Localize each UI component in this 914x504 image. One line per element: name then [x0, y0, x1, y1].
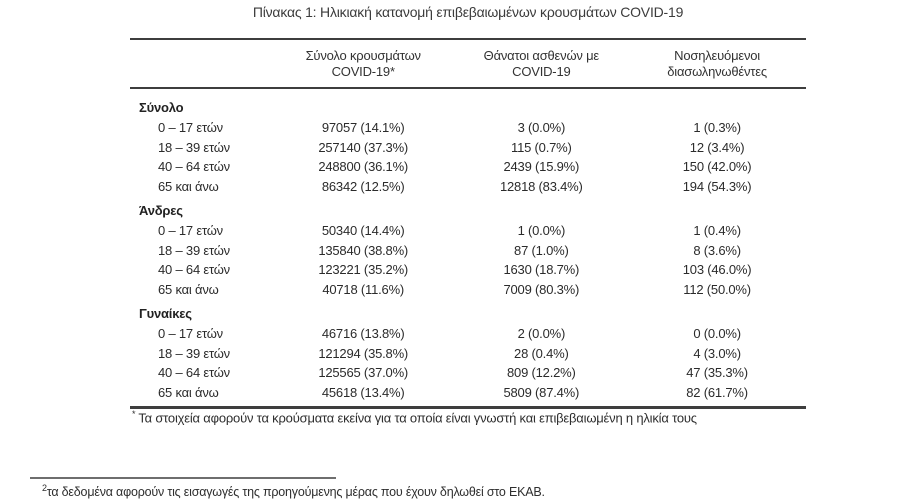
intubated-cell: 12 (3.4%): [689, 139, 745, 155]
age-cell: 40 – 64 ετών: [158, 365, 230, 380]
deaths-cell: 809 (12.2%): [507, 365, 576, 380]
table-row: 40 – 64 ετών 248800 (36.1%) 2439 (15.9%) 15…: [130, 157, 806, 177]
table-row: 0 – 17 ετών 50340 (14.4%) 1 (0.0%) 1 (0.4%): [130, 221, 806, 241]
age-cell: 0 – 17 ετών: [158, 326, 223, 341]
column-header-line: Νοσηλευόμενοι: [674, 48, 760, 63]
table-row: 40 – 64 ετών 125565 (37.0%) 809 (12.2%) 47 …: [130, 363, 806, 383]
footnote-separator: [30, 477, 336, 479]
cases-cell: 121294 (35.8%): [318, 345, 409, 361]
intubated-cell: 1 (0.4%): [693, 223, 741, 238]
intubated-cell: 150 (42.0%): [682, 159, 752, 174]
section-label: Γυναίκες: [139, 306, 192, 321]
column-header-total-cases: Σύνολο κρουσμάτων COVID-19*: [272, 48, 455, 80]
intubated-cell: 1 (0.3%): [693, 120, 741, 135]
age-cell: 40 – 64 ετών: [158, 159, 230, 174]
table-header-row: Σύνολο κρουσμάτων COVID-19* Θάνατοι ασθε…: [130, 40, 806, 89]
intubated-cell: 47 (35.3%): [686, 365, 748, 380]
deaths-cell: 87 (1.0%): [514, 242, 569, 258]
deaths-cell: 28 (0.4%): [514, 345, 569, 361]
table-row: 18 – 39 ετών 135840 (38.8%) 87 (1.0%) 8 (3.…: [130, 241, 806, 261]
deaths-cell: 3 (0.0%): [517, 120, 566, 135]
table-row: 65 και άνω 40718 (11.6%) 7009 (80.3%) 112 (…: [130, 280, 806, 300]
deaths-cell: 12818 (83.4%): [499, 178, 583, 194]
deaths-cell: 2439 (15.9%): [503, 159, 580, 174]
age-cell: 65 και άνω: [158, 281, 219, 297]
age-cell: 40 – 64 ετών: [158, 262, 230, 277]
covid-age-table: Σύνολο κρουσμάτων COVID-19* Θάνατοι ασθε…: [130, 38, 806, 409]
deaths-cell: 2 (0.0%): [517, 326, 566, 341]
intubated-cell: 103 (46.0%): [682, 262, 752, 277]
column-header-line: Θάνατοι ασθενών με: [483, 48, 600, 63]
cases-cell: 248800 (36.1%): [318, 159, 409, 174]
cases-cell: 50340 (14.4%): [321, 223, 405, 238]
cases-cell: 46716 (13.8%): [321, 326, 405, 341]
section-label: Άνδρες: [139, 203, 183, 218]
age-cell: 65 και άνω: [158, 384, 219, 400]
column-header-line: διασωληνωθέντες: [667, 64, 767, 79]
table-row: 65 και άνω 45618 (13.4%) 5809 (87.4%) 82 (6…: [130, 383, 806, 403]
section-label: Σύνολο: [139, 100, 184, 115]
cases-cell: 135840 (38.8%): [318, 242, 409, 258]
page-footnote: 2τα δεδομένα αφορούν τις εισαγωγές της π…: [42, 483, 602, 499]
column-header-deaths: Θάνατοι ασθενών με COVID-19: [454, 48, 628, 80]
intubated-cell: 4 (3.0%): [693, 345, 741, 361]
table-row: 65 και άνω 86342 (12.5%) 12818 (83.4%) 194 …: [130, 177, 806, 197]
page-footnote-marker: 2: [42, 483, 47, 493]
column-header-line: COVID-19: [512, 64, 571, 79]
page-footnote-text: τα δεδομένα αφορούν τις εισαγωγές της πρ…: [46, 485, 545, 500]
deaths-cell: 1630 (18.7%): [503, 262, 580, 277]
table-row: 0 – 17 ετών 46716 (13.8%) 2 (0.0%) 0 (0.0%): [130, 324, 806, 344]
column-header-intubated: Νοσηλευόμενοι διασωληνωθέντες: [628, 48, 806, 80]
deaths-cell: 115 (0.7%): [511, 139, 572, 155]
column-header-line: Σύνολο κρουσμάτων: [305, 48, 421, 63]
cases-cell: 257140 (37.3%): [318, 139, 409, 155]
intubated-cell: 194 (54.3%): [682, 178, 752, 194]
table-row: 40 – 64 ετών 123221 (35.2%) 1630 (18.7%) 10…: [130, 260, 806, 280]
column-header-empty: [130, 48, 272, 80]
age-cell: 18 – 39 ετών: [158, 139, 230, 155]
deaths-cell: 1 (0.0%): [517, 223, 566, 238]
intubated-cell: 8 (3.6%): [693, 242, 741, 258]
table-title: Πίνακας 1: Ηλικιακή κατανομή επιβεβαιωμέ…: [252, 4, 684, 20]
cases-cell: 125565 (37.0%): [318, 365, 409, 380]
table-footnote: * Τα στοιχεία αφορούν τα κρούσματα εκείνα…: [132, 409, 812, 425]
column-header-line: COVID-19*: [331, 64, 395, 79]
footnote-text: Τα στοιχεία αφορούν τα κρούσματα εκείνα …: [138, 410, 697, 426]
age-cell: 0 – 17 ετών: [158, 120, 223, 135]
cases-cell: 123221 (35.2%): [318, 262, 409, 277]
cases-cell: 97057 (14.1%): [321, 120, 405, 135]
age-cell: 18 – 39 ετών: [158, 345, 230, 361]
footnote-marker: *: [132, 409, 136, 419]
age-cell: 18 – 39 ετών: [158, 242, 230, 258]
cases-cell: 86342 (12.5%): [321, 178, 405, 194]
deaths-cell: 5809 (87.4%): [503, 384, 580, 400]
cases-cell: 40718 (11.6%): [322, 281, 405, 297]
age-cell: 0 – 17 ετών: [158, 223, 223, 238]
table-row: 0 – 17 ετών 97057 (14.1%) 3 (0.0%) 1 (0.3%): [130, 118, 806, 138]
intubated-cell: 82 (61.7%): [686, 384, 748, 400]
table-body: Σύνολο 0 – 17 ετών 97057 (14.1%) 3 (0.0%) 1 …: [130, 89, 806, 406]
intubated-cell: 112 (50.0%): [683, 281, 751, 297]
deaths-cell: 7009 (80.3%): [503, 281, 580, 297]
age-cell: 65 και άνω: [158, 178, 219, 194]
cases-cell: 45618 (13.4%): [321, 384, 405, 400]
intubated-cell: 0 (0.0%): [693, 326, 741, 341]
table-row: 18 – 39 ετών 121294 (35.8%) 28 (0.4%) 4 (3.…: [130, 344, 806, 364]
table-row: 18 – 39 ετών 257140 (37.3%) 115 (0.7%) 12 (…: [130, 138, 806, 158]
